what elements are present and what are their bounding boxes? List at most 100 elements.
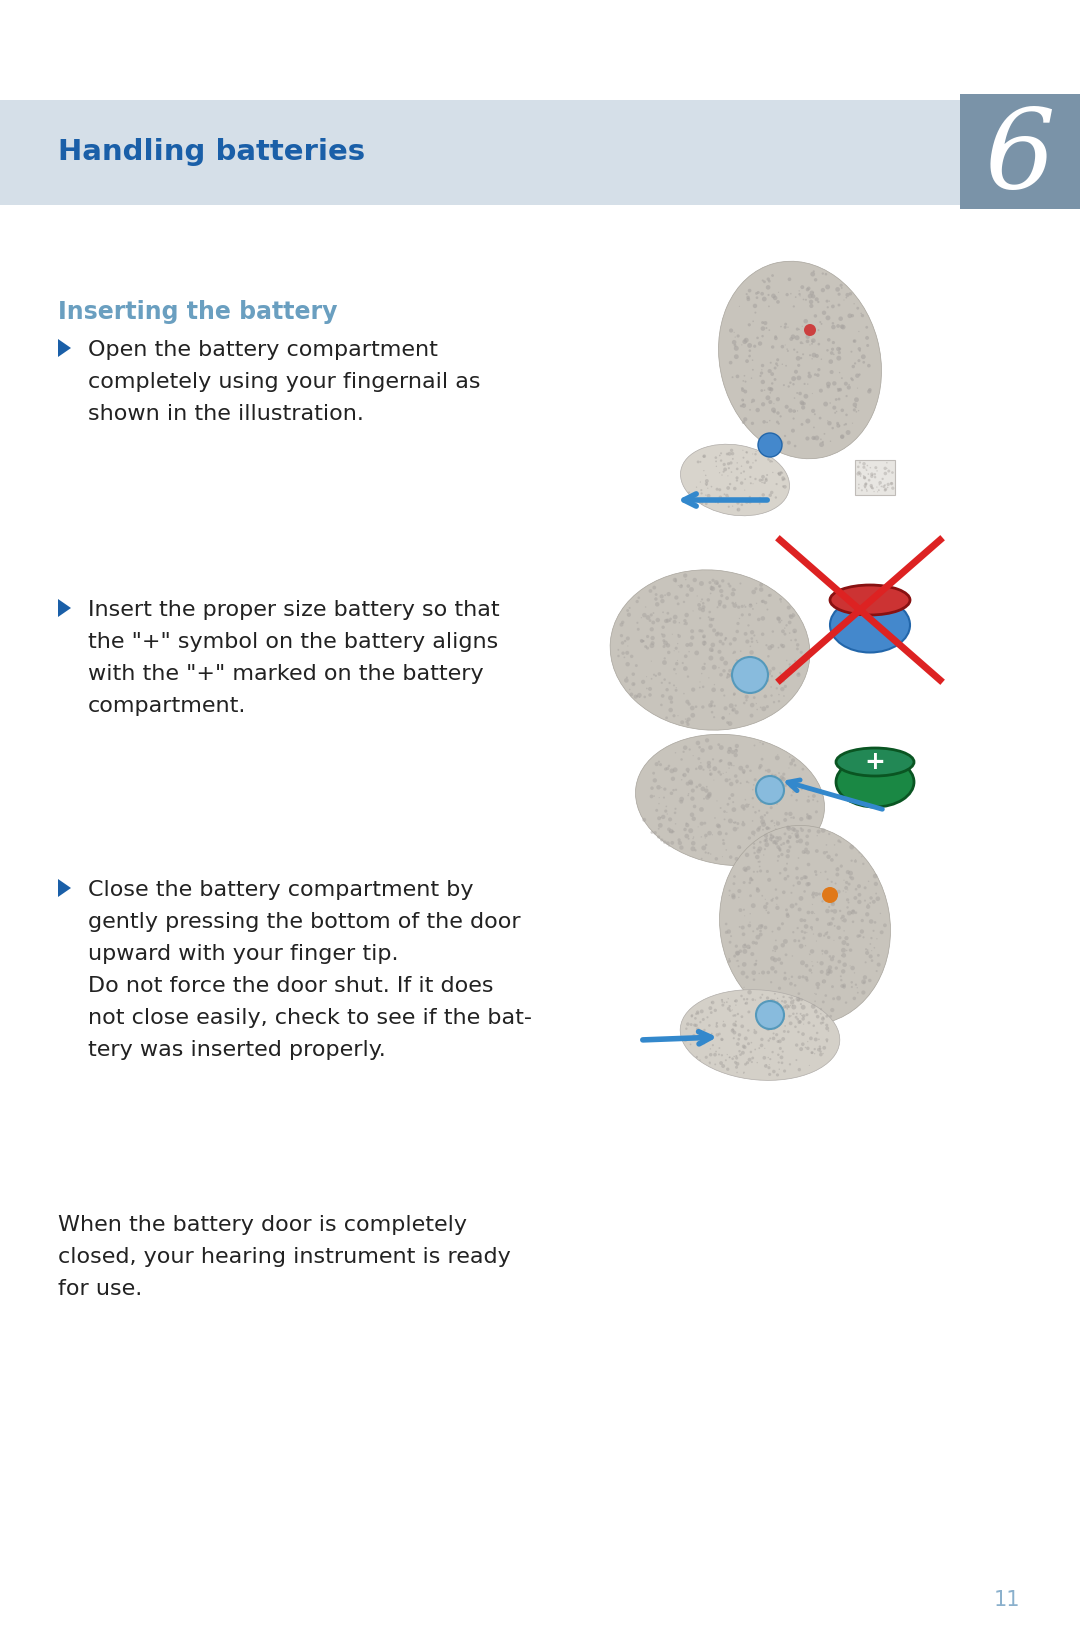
Circle shape	[800, 357, 802, 359]
Circle shape	[755, 856, 759, 859]
Circle shape	[741, 1051, 745, 1054]
Circle shape	[775, 421, 779, 423]
Circle shape	[747, 836, 751, 839]
Circle shape	[746, 295, 750, 300]
Circle shape	[846, 293, 850, 297]
Circle shape	[698, 757, 700, 760]
Circle shape	[690, 813, 694, 816]
Circle shape	[759, 583, 764, 587]
Circle shape	[868, 919, 874, 924]
Circle shape	[794, 661, 796, 662]
Circle shape	[826, 1041, 828, 1042]
Circle shape	[715, 1024, 718, 1028]
Circle shape	[732, 638, 737, 641]
Circle shape	[804, 851, 806, 854]
Text: compartment.: compartment.	[87, 697, 246, 716]
Circle shape	[690, 629, 694, 633]
Circle shape	[800, 402, 805, 405]
Circle shape	[791, 795, 793, 797]
Circle shape	[710, 593, 712, 595]
Circle shape	[735, 659, 738, 662]
Circle shape	[767, 769, 771, 774]
Circle shape	[737, 621, 740, 624]
Circle shape	[728, 721, 732, 726]
Circle shape	[621, 651, 624, 656]
Circle shape	[826, 879, 828, 880]
Circle shape	[770, 965, 774, 970]
Circle shape	[735, 951, 740, 956]
Circle shape	[756, 785, 759, 788]
Circle shape	[702, 769, 704, 770]
Circle shape	[838, 936, 841, 939]
Circle shape	[780, 644, 783, 647]
Circle shape	[806, 418, 810, 423]
Circle shape	[812, 897, 814, 898]
Circle shape	[789, 1000, 794, 1005]
Circle shape	[646, 634, 649, 638]
Circle shape	[725, 638, 727, 639]
Circle shape	[696, 767, 698, 770]
Circle shape	[683, 751, 685, 752]
Circle shape	[725, 638, 727, 639]
Circle shape	[687, 703, 691, 706]
Circle shape	[750, 703, 755, 708]
Circle shape	[852, 997, 856, 1000]
Circle shape	[767, 656, 770, 657]
Circle shape	[732, 339, 737, 344]
Circle shape	[688, 780, 693, 785]
Circle shape	[678, 841, 683, 846]
Circle shape	[764, 775, 766, 779]
Circle shape	[778, 987, 781, 990]
Circle shape	[867, 364, 870, 367]
Circle shape	[853, 339, 855, 343]
Circle shape	[699, 746, 701, 749]
Circle shape	[742, 821, 744, 823]
Circle shape	[697, 461, 700, 464]
Circle shape	[804, 325, 816, 336]
Circle shape	[854, 888, 858, 890]
Circle shape	[848, 901, 850, 903]
Circle shape	[718, 1054, 720, 1056]
Circle shape	[798, 293, 800, 295]
Circle shape	[877, 954, 880, 957]
Circle shape	[750, 769, 752, 772]
Circle shape	[731, 1057, 734, 1060]
Circle shape	[811, 352, 816, 357]
Circle shape	[705, 738, 710, 742]
Circle shape	[794, 764, 796, 767]
Circle shape	[865, 951, 869, 956]
Circle shape	[700, 488, 702, 492]
Circle shape	[788, 846, 792, 849]
Circle shape	[669, 682, 671, 683]
Circle shape	[716, 1021, 718, 1024]
Circle shape	[812, 892, 815, 895]
Circle shape	[804, 384, 806, 385]
Circle shape	[837, 388, 839, 390]
Circle shape	[788, 664, 791, 665]
Circle shape	[796, 672, 800, 677]
Circle shape	[719, 588, 724, 593]
Circle shape	[618, 654, 620, 657]
Circle shape	[734, 944, 738, 947]
Circle shape	[797, 1019, 801, 1024]
Circle shape	[774, 756, 780, 760]
Circle shape	[656, 618, 660, 623]
Circle shape	[862, 462, 866, 465]
Circle shape	[820, 321, 821, 323]
Circle shape	[772, 1016, 774, 1018]
Circle shape	[738, 1037, 740, 1041]
Circle shape	[701, 665, 705, 670]
Circle shape	[665, 642, 671, 647]
Circle shape	[791, 816, 792, 818]
Circle shape	[702, 454, 706, 457]
Circle shape	[769, 493, 772, 497]
Circle shape	[742, 769, 745, 774]
Circle shape	[754, 479, 757, 480]
Circle shape	[703, 662, 706, 665]
Circle shape	[644, 695, 646, 698]
Circle shape	[869, 942, 872, 944]
Circle shape	[858, 893, 862, 897]
Circle shape	[793, 828, 797, 833]
Circle shape	[766, 826, 769, 829]
Circle shape	[734, 744, 739, 747]
